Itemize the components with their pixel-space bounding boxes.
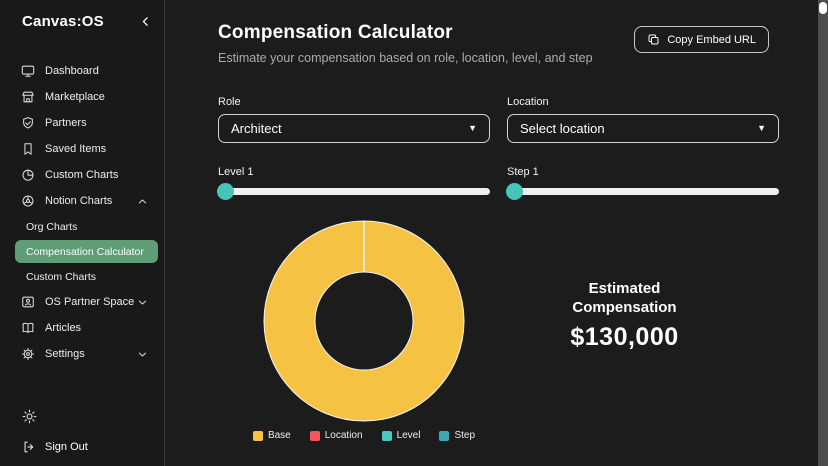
sidebar-item-notion-charts[interactable]: Notion Charts xyxy=(0,188,164,214)
legend-swatch-location xyxy=(309,430,320,441)
sidebar-item-label: Custom Charts xyxy=(45,169,119,181)
sidebar-item-saved-items[interactable]: Saved Items xyxy=(0,136,164,162)
legend-swatch-level xyxy=(381,430,392,441)
sidebar-item-custom-charts[interactable]: Custom Charts xyxy=(0,162,164,188)
legend-label-base: Base xyxy=(267,430,291,441)
scrollbar-thumb[interactable] xyxy=(819,2,827,14)
dropdown-caret-icon: ▼ xyxy=(468,123,477,133)
role-select[interactable]: Architect ▼ xyxy=(218,114,490,143)
role-select-value: Architect xyxy=(231,121,282,136)
copy-embed-url-button[interactable]: Copy Embed URL xyxy=(634,26,769,53)
sidebar-item-marketplace[interactable]: Marketplace xyxy=(0,84,164,110)
sidebar-item-label: Settings xyxy=(45,348,85,360)
legend-item-level: Level xyxy=(381,430,421,441)
calculator-form: Role Architect ▼ Location Select locatio… xyxy=(217,96,779,200)
bookmark-icon xyxy=(24,143,32,155)
sidebar-item-label: Dashboard xyxy=(45,65,99,77)
estimated-compensation-label: Estimated Compensation xyxy=(572,279,677,317)
legend-item-location: Location xyxy=(309,430,363,441)
estimated-compensation: Estimated Compensation $130,000 xyxy=(470,279,779,352)
level-slider-label: Level 1 xyxy=(218,166,254,178)
legend-label-step: Step xyxy=(454,430,476,441)
sidebar-item-label: Notion Charts xyxy=(45,195,113,207)
compensation-donut-chart xyxy=(263,220,465,422)
sidebar-collapse-icon[interactable] xyxy=(139,15,152,28)
role-label: Role xyxy=(218,96,241,108)
legend-item-base: Base xyxy=(252,430,291,441)
chevron-down-icon xyxy=(137,349,148,360)
gear-icon xyxy=(21,347,35,361)
notion-charts-icon xyxy=(22,195,34,207)
sidebar-item-label: OS Partner Space xyxy=(45,296,135,308)
sidebar-item-label: Articles xyxy=(45,322,82,334)
sign-out-icon xyxy=(24,441,34,453)
page-header: Compensation Calculator Estimate your co… xyxy=(218,22,779,65)
sign-out-label: Sign Out xyxy=(45,441,88,453)
dashboard-icon xyxy=(21,65,35,77)
sidebar-item-settings[interactable]: Settings xyxy=(0,341,164,367)
sidebar-item-compensation-calculator[interactable]: Compensation Calculator xyxy=(15,240,158,263)
chart-legend: Base Location Level Step xyxy=(252,430,475,441)
chevron-up-icon xyxy=(137,196,148,207)
page-title: Compensation Calculator xyxy=(218,22,453,43)
sidebar-item-os-partner-space[interactable]: OS Partner Space xyxy=(0,289,164,315)
copy-icon xyxy=(648,34,659,45)
sidebar-item-dashboard[interactable]: Dashboard xyxy=(0,58,164,84)
level-slider-thumb[interactable] xyxy=(217,183,234,200)
legend-label-location: Location xyxy=(324,430,363,441)
copy-embed-url-label: Copy Embed URL xyxy=(667,33,756,46)
location-select[interactable]: Select location ▼ xyxy=(507,114,779,143)
donut-chart-container: Base Location Level Step xyxy=(252,219,475,441)
pie-chart-icon xyxy=(22,169,34,181)
marketplace-icon xyxy=(22,91,34,103)
step-slider[interactable] xyxy=(506,183,779,200)
results-section: Base Location Level Step xyxy=(218,219,779,441)
legend-swatch-base xyxy=(252,430,263,441)
level-slider[interactable] xyxy=(217,183,490,200)
sign-out-button[interactable]: Sign Out xyxy=(22,440,88,454)
sidebar-nav: Dashboard Marketplace Partners Saved Ite… xyxy=(0,58,164,367)
sidebar-item-articles[interactable]: Articles xyxy=(0,315,164,341)
step-slider-thumb[interactable] xyxy=(506,183,523,200)
sidebar-item-org-charts[interactable]: Org Charts xyxy=(26,220,78,233)
book-icon xyxy=(22,322,34,333)
sidebar-item-label: Saved Items xyxy=(45,143,107,155)
step-slider-label: Step 1 xyxy=(507,166,539,178)
legend-swatch-step xyxy=(439,430,450,441)
sidebar: Canvas:OS Dashboard Marketplace Partners… xyxy=(0,0,165,466)
estimated-compensation-value: $130,000 xyxy=(570,322,679,351)
main-content: Compensation Calculator Estimate your co… xyxy=(165,0,828,466)
legend-label-level: Level xyxy=(396,430,421,441)
sidebar-item-partners[interactable]: Partners xyxy=(0,110,164,136)
legend-item-step: Step xyxy=(439,430,475,441)
app-logo: Canvas:OS xyxy=(22,13,104,30)
location-select-placeholder: Select location xyxy=(520,121,605,136)
sidebar-header: Canvas:OS xyxy=(0,0,164,30)
sidebar-item-custom-charts-sub[interactable]: Custom Charts xyxy=(26,270,97,283)
sidebar-footer: Sign Out xyxy=(22,409,88,454)
partners-icon xyxy=(23,117,33,129)
chevron-down-icon xyxy=(137,297,148,308)
id-card-icon xyxy=(22,296,34,308)
scrollbar-track[interactable] xyxy=(818,0,828,466)
sidebar-item-label: Marketplace xyxy=(45,91,105,103)
dropdown-caret-icon: ▼ xyxy=(757,123,766,133)
theme-toggle-button[interactable] xyxy=(22,409,37,424)
sun-icon xyxy=(22,409,37,424)
sidebar-item-label: Partners xyxy=(45,117,87,129)
page-subtitle: Estimate your compensation based on role… xyxy=(218,51,593,65)
location-label: Location xyxy=(507,96,549,108)
